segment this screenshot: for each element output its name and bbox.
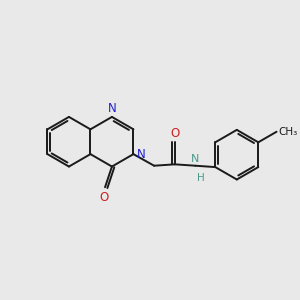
Text: O: O (170, 127, 179, 140)
Text: N: N (137, 148, 146, 160)
Text: N: N (191, 154, 199, 164)
Text: H: H (196, 173, 204, 183)
Text: O: O (99, 190, 108, 203)
Text: N: N (108, 102, 116, 115)
Text: CH₃: CH₃ (279, 127, 298, 137)
